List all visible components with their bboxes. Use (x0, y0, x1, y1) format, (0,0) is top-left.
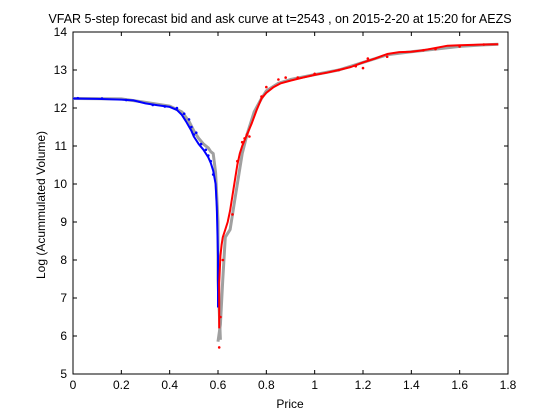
ask-points-point (260, 95, 263, 98)
ask-points-point (231, 213, 234, 216)
x-tick-label: 0.6 (210, 378, 227, 392)
bid-points-point (182, 112, 186, 115)
ask-points-point (221, 258, 225, 262)
ask-points-point (217, 346, 221, 349)
bid-forecast-line (73, 97, 219, 308)
ask-points-point (245, 133, 249, 136)
bid-actual-line (73, 97, 222, 340)
y-axis-label: Log (Acummulated Volume) (34, 131, 48, 279)
ask-points-point (240, 140, 244, 144)
bid-points-point (209, 159, 213, 163)
ask-points-point (248, 135, 251, 138)
axes-box (72, 31, 509, 375)
x-tick-label: 1.4 (403, 378, 420, 392)
y-tick-label: 13 (54, 63, 68, 77)
x-axis-ticks: 0 0.2 0.4 0.6 0.8 1 1.2 1.4 1.6 1.8 (70, 32, 517, 392)
ask-points-point (385, 55, 389, 58)
bid-points-point (124, 98, 128, 102)
bid-points-point (187, 118, 191, 121)
x-tick-label: 0.4 (161, 378, 178, 392)
x-tick-label: 1.2 (355, 378, 372, 392)
bid-points-point (190, 125, 193, 129)
ask-points-point (277, 78, 280, 81)
y-tick-label: 10 (54, 177, 68, 191)
y-tick-label: 12 (54, 101, 68, 115)
ask-forecast-line (218, 43, 499, 329)
ask-points-point (458, 45, 461, 48)
x-tick-label: 1.8 (500, 378, 517, 392)
ask-points-point (219, 315, 222, 319)
bid-points-point (211, 173, 215, 176)
y-axis-ticks: 5 6 7 8 9 10 11 12 13 14 (54, 25, 508, 381)
y-tick-label: 14 (54, 25, 68, 39)
y-tick-label: 6 (60, 329, 67, 343)
x-tick-label: 1.6 (451, 378, 468, 392)
ask-points-point (296, 76, 300, 79)
ask-actual-line (216, 42, 499, 342)
series-group (73, 42, 499, 349)
bid-points-point (207, 154, 210, 157)
ask-points-point (265, 85, 268, 89)
x-axis-label: Price (276, 397, 304, 411)
bid-points-point (194, 131, 198, 134)
ask-points-point (354, 64, 358, 68)
bid-points-point (76, 96, 80, 100)
x-tick-label: 0.2 (113, 378, 130, 392)
x-tick-label: 1 (311, 378, 318, 392)
y-tick-label: 5 (60, 367, 67, 381)
y-tick-label: 7 (60, 291, 67, 305)
ask-points-point (422, 48, 425, 52)
bid-points-point (163, 105, 167, 108)
y-tick-label: 8 (60, 253, 67, 267)
chart-title: VFAR 5-step forecast bid and ask curve a… (48, 12, 511, 26)
y-tick-label: 11 (55, 139, 68, 153)
ask-points-point (366, 57, 370, 60)
bid-points-point (100, 97, 104, 100)
ask-points-point (243, 137, 246, 140)
bid-points-point (204, 148, 208, 152)
ask-points-point (482, 43, 486, 46)
ask-points-point (236, 159, 239, 163)
bid-points-point (192, 133, 196, 136)
bid-points-point (175, 106, 179, 110)
ask-points-point (434, 47, 437, 51)
ask-points-point (313, 72, 316, 76)
bid-points-point (151, 103, 155, 107)
x-tick-label: 0 (70, 378, 77, 392)
x-tick-label: 0.8 (258, 378, 275, 392)
ask-points-point (337, 68, 341, 72)
y-tick-label: 9 (60, 215, 67, 229)
ask-points-point (284, 76, 287, 79)
plot-area (72, 31, 509, 375)
ask-points-point (361, 66, 365, 70)
bid-points-point (199, 142, 203, 146)
